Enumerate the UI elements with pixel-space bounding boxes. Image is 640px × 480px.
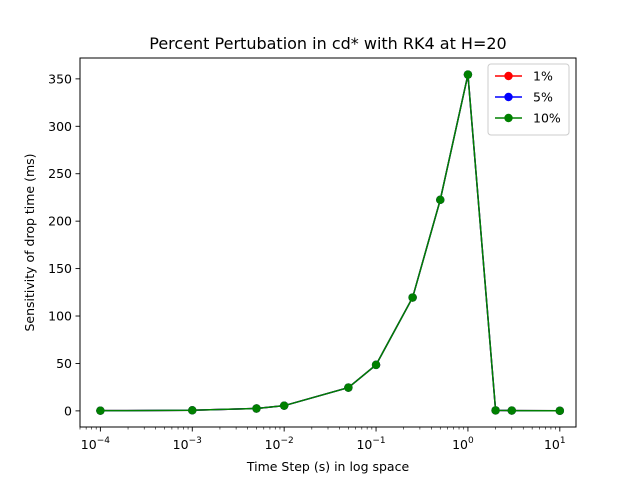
x-tick-label: 10−2 [265, 436, 294, 452]
data-point [555, 406, 565, 415]
legend-label: 5% [533, 90, 553, 105]
legend-marker [504, 113, 513, 123]
data-point [371, 360, 381, 370]
x-tick-label: 10−1 [356, 436, 385, 452]
data-point [463, 70, 473, 79]
x-tick-label-exponent: −2 [280, 436, 293, 446]
legend-marker [504, 71, 513, 81]
y-tick-label: 250 [48, 166, 72, 181]
data-point [408, 293, 417, 302]
data-point [96, 406, 105, 415]
x-tick-label-base: 10 [81, 437, 97, 452]
y-tick-label: 200 [48, 214, 72, 229]
x-tick-label-base: 10 [173, 437, 189, 452]
data-point [344, 383, 353, 392]
x-tick-label-base: 10 [544, 437, 560, 452]
x-tick-label: 10−4 [81, 436, 110, 452]
x-tick-label-exponent: 1 [560, 436, 566, 446]
x-tick-label: 101 [544, 436, 566, 452]
y-tick-label: 50 [56, 356, 72, 371]
data-point [252, 404, 261, 413]
y-tick-label: 300 [48, 119, 72, 134]
data-point [188, 406, 197, 415]
x-tick-label-base: 10 [265, 437, 281, 452]
legend-label: 1% [533, 69, 553, 84]
legend-item: 5% [495, 90, 553, 105]
legend: 1% 5% 10% [487, 63, 570, 136]
y-tick-label: 0 [64, 403, 72, 418]
y-tick-label: 350 [48, 71, 72, 86]
legend-label: 10% [533, 111, 561, 126]
x-tick-label-base: 10 [356, 437, 372, 452]
legend-item: 1% [495, 69, 553, 84]
data-point [491, 406, 500, 415]
legend-marker [504, 92, 513, 102]
legend-item: 10% [495, 111, 561, 126]
axes-layer: 10−4 10−3 10−2 10−1 100 101050100150200250300… [48, 57, 577, 452]
y-axis-label: Sensitivity of drop time (ms) [22, 153, 37, 331]
x-tick-label-base: 10 [452, 437, 468, 452]
x-tick-label-exponent: −3 [189, 436, 202, 446]
series-2 [96, 70, 565, 415]
x-axis-label: Time Step (s) in log space [246, 459, 410, 474]
data-point [507, 406, 516, 415]
series-layer [96, 70, 565, 415]
y-tick-label: 150 [48, 261, 72, 276]
x-tick-label-exponent: −4 [97, 436, 111, 446]
data-point [279, 401, 289, 410]
y-tick-label: 100 [48, 309, 72, 324]
x-tick-label: 100 [452, 436, 474, 452]
chart-title: Percent Pertubation in cd* with RK4 at H… [149, 34, 506, 53]
x-tick-label-exponent: 0 [468, 436, 474, 446]
x-tick-label-exponent: −1 [372, 436, 385, 446]
data-point [436, 195, 445, 205]
x-tick-label: 10−3 [173, 436, 202, 452]
